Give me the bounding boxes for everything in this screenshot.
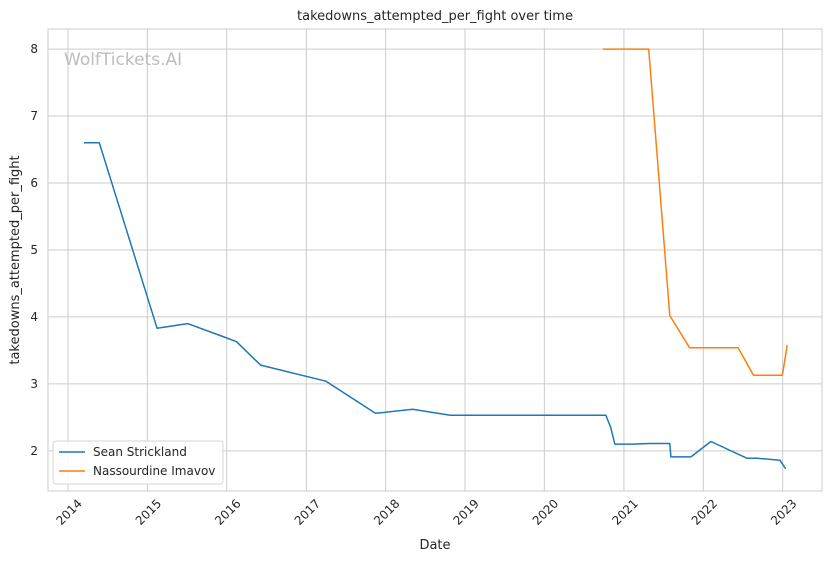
x-tick-label: 2022	[689, 496, 720, 527]
x-tick-label: 2021	[609, 496, 640, 527]
legend-box	[52, 440, 224, 485]
chart-title: takedowns_attempted_per_fight over time	[297, 9, 573, 24]
watermark-text: WolfTickets.AI	[64, 50, 182, 70]
y-tick-label: 5	[30, 243, 38, 257]
x-tick-label: 2015	[133, 496, 164, 527]
x-tick-label: 2016	[212, 496, 243, 527]
x-tick-label: 2019	[450, 496, 481, 527]
x-axis-title: Date	[419, 538, 450, 553]
y-tick-label: 7	[30, 109, 38, 123]
legend: Sean Strickland Nassourdine Imavov	[52, 440, 224, 485]
y-tick-label: 4	[30, 310, 38, 324]
y-tick-label: 6	[30, 176, 38, 190]
y-tick-label: 2	[30, 444, 38, 458]
y-axis-title: takedowns_attempted_per_fight	[8, 155, 23, 364]
series-line-nassourdine-imavov	[602, 48, 788, 376]
x-tick-label: 2018	[371, 496, 402, 527]
x-tick-label: 2023	[768, 496, 799, 527]
x-tick-label: 2020	[530, 496, 561, 527]
legend-label-nassourdine-imavov: Nassourdine Imavov	[93, 464, 215, 478]
legend-label-sean-strickland: Sean Strickland	[93, 445, 187, 459]
x-tick-label: 2017	[292, 496, 323, 527]
plot-area	[47, 28, 823, 492]
y-tick-label: 8	[30, 42, 38, 56]
series-line-sean-strickland	[83, 142, 787, 470]
y-tick-label: 3	[30, 377, 38, 391]
series-lines	[83, 48, 788, 470]
grid-lines	[48, 29, 822, 491]
x-tick-label: 2014	[53, 496, 84, 527]
